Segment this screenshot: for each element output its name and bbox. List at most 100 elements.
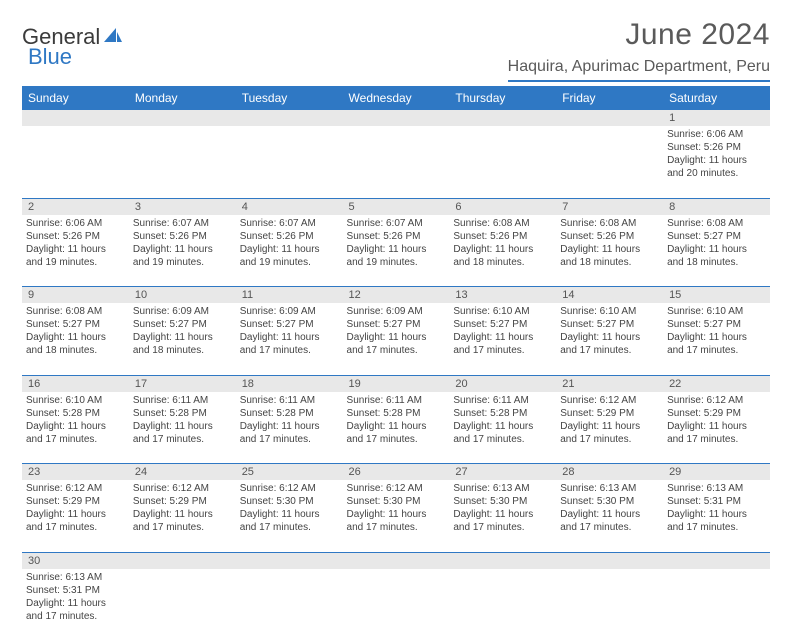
day-number: 19 xyxy=(343,375,450,392)
day-number: 13 xyxy=(449,287,556,304)
daylight-line-2: and 18 minutes. xyxy=(453,256,552,269)
day-number: 1 xyxy=(663,110,770,126)
sail-icon xyxy=(102,24,124,50)
day-cell: Sunrise: 6:08 AMSunset: 5:26 PMDaylight:… xyxy=(449,215,556,287)
sunrise-line: Sunrise: 6:10 AM xyxy=(453,305,552,318)
sunset-line: Sunset: 5:29 PM xyxy=(560,407,659,420)
daylight-line-2: and 17 minutes. xyxy=(667,344,766,357)
daylight-line-1: Daylight: 11 hours xyxy=(560,243,659,256)
day-cell-content: Sunrise: 6:13 AMSunset: 5:30 PMDaylight:… xyxy=(560,482,659,534)
daylight-line-2: and 17 minutes. xyxy=(560,521,659,534)
day-cell-content: Sunrise: 6:07 AMSunset: 5:26 PMDaylight:… xyxy=(240,217,339,269)
daylight-line-2: and 18 minutes. xyxy=(667,256,766,269)
sunset-line: Sunset: 5:27 PM xyxy=(133,318,232,331)
day-cell-content: Sunrise: 6:08 AMSunset: 5:27 PMDaylight:… xyxy=(667,217,766,269)
day-cell-content: Sunrise: 6:12 AMSunset: 5:29 PMDaylight:… xyxy=(667,394,766,446)
week-row: Sunrise: 6:06 AMSunset: 5:26 PMDaylight:… xyxy=(22,215,770,287)
weekday-header: Saturday xyxy=(663,86,770,110)
day-cell-content: Sunrise: 6:12 AMSunset: 5:30 PMDaylight:… xyxy=(347,482,446,534)
sunrise-line: Sunrise: 6:08 AM xyxy=(667,217,766,230)
day-cell-content: Sunrise: 6:06 AMSunset: 5:26 PMDaylight:… xyxy=(26,217,125,269)
sunset-line: Sunset: 5:30 PM xyxy=(347,495,446,508)
day-cell: Sunrise: 6:07 AMSunset: 5:26 PMDaylight:… xyxy=(236,215,343,287)
day-cell: Sunrise: 6:06 AMSunset: 5:26 PMDaylight:… xyxy=(663,126,770,198)
sunrise-line: Sunrise: 6:07 AM xyxy=(347,217,446,230)
day-cell-content: Sunrise: 6:13 AMSunset: 5:31 PMDaylight:… xyxy=(26,571,125,623)
daylight-line-1: Daylight: 11 hours xyxy=(240,243,339,256)
sunset-line: Sunset: 5:30 PM xyxy=(240,495,339,508)
sunset-line: Sunset: 5:30 PM xyxy=(453,495,552,508)
title-block: June 2024 Haquira, Apurimac Department, … xyxy=(508,18,770,82)
sunrise-line: Sunrise: 6:09 AM xyxy=(240,305,339,318)
day-cell-content: Sunrise: 6:09 AMSunset: 5:27 PMDaylight:… xyxy=(133,305,232,357)
daylight-line-2: and 17 minutes. xyxy=(133,521,232,534)
empty-day-number xyxy=(22,110,129,126)
day-number: 7 xyxy=(556,198,663,215)
day-cell-content: Sunrise: 6:12 AMSunset: 5:30 PMDaylight:… xyxy=(240,482,339,534)
day-number: 4 xyxy=(236,198,343,215)
sunset-line: Sunset: 5:27 PM xyxy=(240,318,339,331)
sunrise-line: Sunrise: 6:12 AM xyxy=(560,394,659,407)
day-number: 11 xyxy=(236,287,343,304)
sunrise-line: Sunrise: 6:07 AM xyxy=(240,217,339,230)
empty-day-number xyxy=(556,552,663,569)
daylight-line-1: Daylight: 11 hours xyxy=(26,420,125,433)
day-cell: Sunrise: 6:10 AMSunset: 5:27 PMDaylight:… xyxy=(663,303,770,375)
sunset-line: Sunset: 5:28 PM xyxy=(453,407,552,420)
day-number: 20 xyxy=(449,375,556,392)
month-title: June 2024 xyxy=(508,18,770,52)
header: General June 2024 Haquira, Apurimac Depa… xyxy=(22,18,770,82)
sunset-line: Sunset: 5:26 PM xyxy=(26,230,125,243)
daylight-line-2: and 17 minutes. xyxy=(560,433,659,446)
empty-cell xyxy=(236,569,343,641)
day-number: 12 xyxy=(343,287,450,304)
sunset-line: Sunset: 5:30 PM xyxy=(560,495,659,508)
brand-name-2: Blue xyxy=(28,44,72,70)
daylight-line-1: Daylight: 11 hours xyxy=(453,243,552,256)
day-cell: Sunrise: 6:12 AMSunset: 5:29 PMDaylight:… xyxy=(556,392,663,464)
sunset-line: Sunset: 5:31 PM xyxy=(26,584,125,597)
day-number: 29 xyxy=(663,464,770,481)
daylight-line-1: Daylight: 11 hours xyxy=(347,243,446,256)
sunset-line: Sunset: 5:27 PM xyxy=(667,318,766,331)
empty-cell xyxy=(343,126,450,198)
empty-cell xyxy=(449,569,556,641)
empty-cell xyxy=(449,126,556,198)
sunrise-line: Sunrise: 6:11 AM xyxy=(240,394,339,407)
weekday-header: Wednesday xyxy=(343,86,450,110)
day-number-row: 23242526272829 xyxy=(22,464,770,481)
day-cell-content: Sunrise: 6:10 AMSunset: 5:27 PMDaylight:… xyxy=(667,305,766,357)
day-number-row: 30 xyxy=(22,552,770,569)
daylight-line-2: and 17 minutes. xyxy=(347,344,446,357)
day-cell-content: Sunrise: 6:08 AMSunset: 5:27 PMDaylight:… xyxy=(26,305,125,357)
day-number: 5 xyxy=(343,198,450,215)
daylight-line-1: Daylight: 11 hours xyxy=(133,243,232,256)
sunrise-line: Sunrise: 6:10 AM xyxy=(560,305,659,318)
sunrise-line: Sunrise: 6:13 AM xyxy=(560,482,659,495)
empty-cell xyxy=(556,126,663,198)
day-cell: Sunrise: 6:13 AMSunset: 5:30 PMDaylight:… xyxy=(556,480,663,552)
week-row: Sunrise: 6:12 AMSunset: 5:29 PMDaylight:… xyxy=(22,480,770,552)
daylight-line-2: and 17 minutes. xyxy=(240,433,339,446)
sunrise-line: Sunrise: 6:10 AM xyxy=(667,305,766,318)
daylight-line-1: Daylight: 11 hours xyxy=(560,420,659,433)
week-row: Sunrise: 6:06 AMSunset: 5:26 PMDaylight:… xyxy=(22,126,770,198)
day-cell: Sunrise: 6:12 AMSunset: 5:29 PMDaylight:… xyxy=(129,480,236,552)
day-cell: Sunrise: 6:06 AMSunset: 5:26 PMDaylight:… xyxy=(22,215,129,287)
daylight-line-2: and 17 minutes. xyxy=(453,433,552,446)
weekday-header: Thursday xyxy=(449,86,556,110)
daylight-line-2: and 17 minutes. xyxy=(26,521,125,534)
sunrise-line: Sunrise: 6:11 AM xyxy=(133,394,232,407)
day-number: 24 xyxy=(129,464,236,481)
day-cell: Sunrise: 6:10 AMSunset: 5:27 PMDaylight:… xyxy=(556,303,663,375)
day-cell-content: Sunrise: 6:12 AMSunset: 5:29 PMDaylight:… xyxy=(26,482,125,534)
day-number: 27 xyxy=(449,464,556,481)
daylight-line-2: and 17 minutes. xyxy=(133,433,232,446)
daylight-line-1: Daylight: 11 hours xyxy=(667,331,766,344)
day-cell-content: Sunrise: 6:11 AMSunset: 5:28 PMDaylight:… xyxy=(240,394,339,446)
day-cell: Sunrise: 6:09 AMSunset: 5:27 PMDaylight:… xyxy=(343,303,450,375)
day-cell-content: Sunrise: 6:12 AMSunset: 5:29 PMDaylight:… xyxy=(133,482,232,534)
daylight-line-2: and 17 minutes. xyxy=(347,521,446,534)
day-cell-content: Sunrise: 6:07 AMSunset: 5:26 PMDaylight:… xyxy=(347,217,446,269)
weekday-header-row: SundayMondayTuesdayWednesdayThursdayFrid… xyxy=(22,86,770,110)
